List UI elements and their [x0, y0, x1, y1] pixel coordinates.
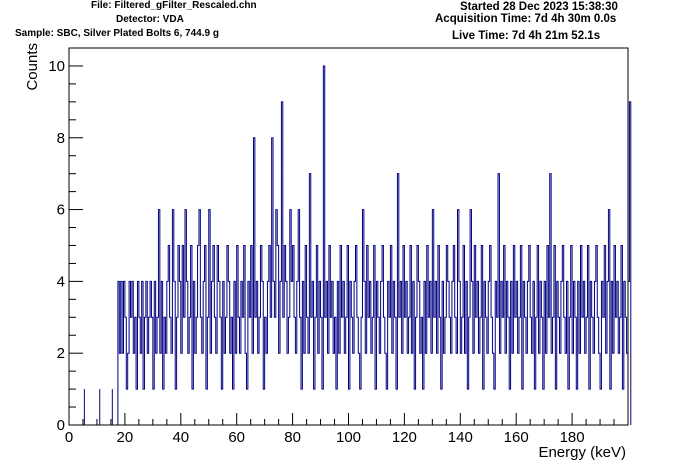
y-tick-label: 10 [48, 58, 65, 75]
x-axis-title: Energy (keV) [538, 444, 626, 461]
x-tick-label: 40 [172, 429, 189, 446]
x-tick-label: 140 [448, 429, 473, 446]
x-tick-label: 60 [228, 429, 245, 446]
y-axis-title: Counts [24, 43, 41, 91]
y-tick-label: 4 [57, 273, 65, 290]
histogram-layer [83, 65, 632, 425]
x-tick-label: 160 [504, 429, 529, 446]
x-tick-label: 80 [284, 429, 301, 446]
file-name-label: File: Filtered_gFilter_Rescaled.chn [91, 0, 257, 11]
x-tick-label: 0 [65, 429, 73, 446]
histogram-series [117, 65, 632, 425]
x-tick-label: 100 [336, 429, 361, 446]
ticks-layer: 0 20 40 60 80 100 120 140 160 180 0 2 4 6 8 10 [48, 47, 629, 446]
live-time-label: Live Time: 7d 4h 21m 52.1s [452, 30, 601, 42]
start-time-label: Started 28 Dec 2023 15:38:30 [460, 1, 618, 13]
y-tick-label: 8 [57, 130, 65, 147]
acquisition-time-label: Acquisition Time: 7d 4h 30m 0.0s [435, 13, 617, 25]
y-tick-label: 0 [57, 417, 65, 434]
x-tick-label: 180 [560, 429, 585, 446]
y-tick-label: 6 [57, 202, 65, 219]
detector-label: Detector: VDA [116, 14, 184, 25]
x-tick-label: 120 [392, 429, 417, 446]
x-tick-label: 20 [117, 429, 134, 446]
sample-label: Sample: SBC, Silver Plated Bolts 6, 744.… [15, 28, 219, 39]
y-tick-label: 2 [57, 345, 65, 362]
